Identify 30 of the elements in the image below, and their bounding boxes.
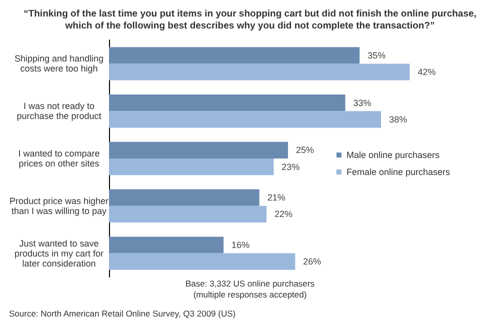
- bar: [109, 111, 382, 128]
- bar: [109, 236, 224, 254]
- bar: [109, 94, 346, 112]
- data-label: 25%: [296, 145, 314, 156]
- data-label: 26%: [303, 256, 322, 267]
- data-label: 33%: [353, 98, 372, 108]
- bar: [109, 142, 288, 158]
- data-label: 21%: [267, 192, 286, 203]
- y-tick-label: I wanted to compare prices on other sites: [18, 148, 100, 168]
- data-label: 42%: [418, 66, 436, 77]
- data-label: 16%: [232, 240, 250, 250]
- bar: [109, 64, 410, 80]
- chart-title: “Thinking of the last time you put items in your shopping cart but did not finish the online purchase, which of the following best describes why you did not complete the transaction?”: [24, 8, 476, 32]
- bar: [109, 206, 267, 222]
- text: Base: 3,332 US online purchasers (multiple responses accepted): [186, 278, 314, 300]
- bar: [109, 158, 274, 176]
- y-tick-label: Shipping and handling costs were too high: [14, 54, 104, 74]
- y-tick-label: Product price was higher than I was willing to pay: [9, 196, 109, 216]
- data-label: 23%: [282, 162, 300, 172]
- data-label: 38%: [389, 114, 408, 124]
- bar: [109, 47, 360, 64]
- data-label: 22%: [274, 209, 293, 220]
- legend-label: Male online purchasers: [346, 150, 440, 160]
- y-tick-label: Just wanted to save products in my cart for later consideration: [14, 238, 104, 268]
- bar: [109, 253, 296, 270]
- source-note: Source: North American Retail Online Survey, Q3 2009 (US): [9, 308, 236, 318]
- y-tick-label: I was not ready to purchase the product: [16, 101, 102, 122]
- data-label: 35%: [368, 50, 386, 60]
- legend-label: Female online purchasers: [346, 167, 450, 177]
- bar: [109, 189, 260, 206]
